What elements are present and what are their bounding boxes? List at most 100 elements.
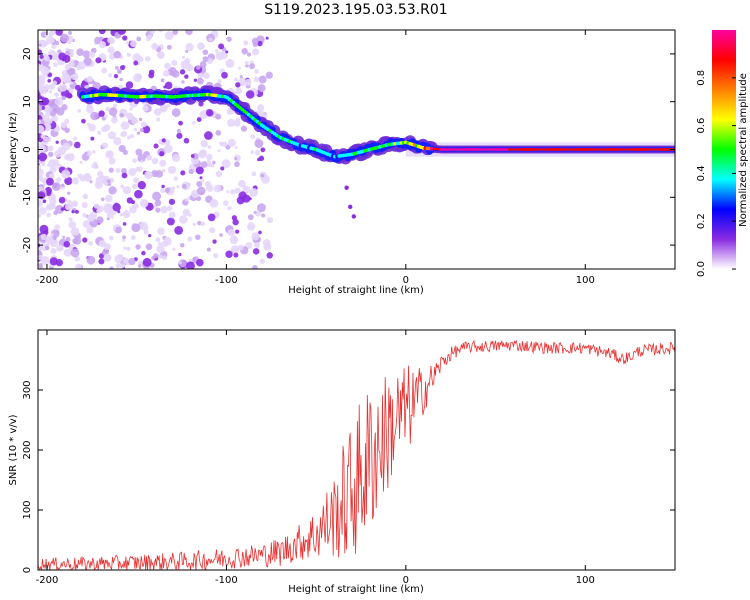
ridge-core bbox=[484, 148, 487, 151]
noise-speckle bbox=[82, 193, 89, 200]
noise-speckle bbox=[120, 132, 125, 137]
snr-x-axis-label: Height of straight line (km) bbox=[288, 584, 424, 595]
noise-speckle bbox=[82, 50, 91, 59]
noise-speckle bbox=[126, 197, 133, 204]
noise-speckle bbox=[101, 142, 109, 149]
noise-speckle bbox=[171, 59, 178, 66]
noise-speckle bbox=[266, 216, 274, 224]
snr-series-line bbox=[38, 339, 675, 570]
ridge-core bbox=[636, 148, 640, 151]
noise-speckle bbox=[171, 108, 181, 117]
noise-speckle bbox=[164, 62, 172, 70]
noise-speckle bbox=[255, 210, 262, 217]
noise-speckle bbox=[105, 194, 113, 203]
noise-speckle bbox=[220, 166, 225, 171]
noise-speckle bbox=[77, 61, 86, 70]
noise-speckle bbox=[195, 166, 204, 175]
ridge-core bbox=[451, 148, 455, 151]
noise-speckle bbox=[136, 36, 142, 42]
noise-speckle bbox=[199, 61, 207, 68]
noise-speckle bbox=[38, 43, 42, 47]
noise-speckle bbox=[108, 131, 117, 140]
noise-speckle bbox=[244, 61, 249, 65]
y-tick-label: 200 bbox=[22, 440, 33, 459]
noise-speckle bbox=[261, 213, 266, 218]
x-tick-label: -200 bbox=[36, 575, 59, 586]
noise-speckle bbox=[75, 263, 82, 269]
ridge-core bbox=[486, 148, 490, 151]
x-tick-label: -100 bbox=[215, 275, 238, 286]
noise-speckle bbox=[251, 232, 260, 241]
noise-speckle bbox=[196, 77, 204, 85]
noise-speckle bbox=[260, 173, 265, 178]
ridge-core bbox=[568, 148, 571, 151]
colorbar: 0.0 0.2 0.4 0.6 0.8 Normalized spectral ampl… bbox=[696, 30, 749, 277]
noise-speckle bbox=[133, 60, 139, 66]
noise-speckle bbox=[207, 145, 212, 149]
noise-speckle bbox=[197, 42, 205, 51]
noise-speckle bbox=[227, 206, 232, 211]
noise-speckle bbox=[162, 70, 170, 77]
ridge-core bbox=[436, 147, 440, 151]
ridge-core bbox=[462, 148, 466, 151]
noise-speckle bbox=[217, 149, 221, 153]
noise-speckle bbox=[266, 252, 273, 259]
ridge-core bbox=[656, 148, 660, 151]
noise-speckle bbox=[230, 245, 240, 254]
noise-speckle bbox=[108, 186, 117, 195]
noise-speckle bbox=[133, 73, 142, 82]
noise-speckle bbox=[135, 148, 143, 156]
noise-speckle bbox=[176, 128, 182, 134]
ridge-core bbox=[458, 148, 462, 151]
ridge-core bbox=[578, 148, 582, 151]
noise-speckle bbox=[174, 225, 184, 235]
ridge-core bbox=[540, 148, 543, 151]
noise-speckle bbox=[181, 80, 185, 84]
noise-speckle bbox=[69, 245, 74, 250]
ridge-core bbox=[529, 148, 533, 151]
noise-speckle bbox=[130, 40, 137, 48]
noise-speckle bbox=[160, 188, 165, 194]
ridge-core bbox=[632, 148, 636, 151]
colorbar-tick-label: 0.8 bbox=[696, 70, 707, 86]
noise-speckle bbox=[65, 236, 71, 242]
ridge-core bbox=[499, 148, 502, 151]
noise-speckle bbox=[62, 142, 71, 151]
noise-speckle bbox=[86, 103, 93, 110]
x-tick-label: 100 bbox=[576, 275, 595, 286]
ridge-core bbox=[492, 148, 496, 151]
noise-speckle bbox=[68, 61, 75, 68]
noise-speckle bbox=[44, 245, 50, 251]
noise-speckle bbox=[59, 83, 68, 92]
noise-speckle bbox=[179, 69, 186, 75]
noise-speckle bbox=[119, 77, 123, 82]
spectrogram-y-ticks: -20 -10 0 10 20 bbox=[22, 48, 675, 253]
ridge-core bbox=[626, 148, 630, 151]
noise-speckle bbox=[222, 200, 229, 206]
noise-speckle bbox=[51, 182, 61, 191]
noise-speckle bbox=[195, 258, 204, 267]
noise-speckle bbox=[252, 48, 259, 56]
noise-speckle bbox=[142, 105, 149, 112]
noise-speckle bbox=[250, 134, 256, 139]
noise-speckle bbox=[81, 80, 86, 84]
snr-plot-area bbox=[38, 339, 675, 570]
noise-speckle bbox=[179, 242, 185, 248]
noise-speckle bbox=[185, 30, 193, 36]
noise-speckle bbox=[38, 175, 44, 181]
ridge-core bbox=[664, 148, 668, 151]
noise-speckle bbox=[43, 115, 50, 123]
ridge-core bbox=[621, 148, 625, 151]
noise-speckle bbox=[75, 209, 79, 214]
noise-speckle bbox=[108, 167, 114, 173]
noise-speckle bbox=[196, 117, 202, 122]
noise-speckle bbox=[85, 150, 92, 157]
noise-speckle bbox=[155, 237, 161, 243]
noise-speckle bbox=[206, 159, 212, 165]
noise-speckle bbox=[70, 153, 74, 157]
snr-panel: -200 -100 0 100 0 100 200 300 Height of straig… bbox=[8, 329, 676, 595]
noise-speckle bbox=[38, 104, 43, 113]
noise-speckle bbox=[139, 128, 144, 133]
noise-speckle bbox=[90, 111, 99, 121]
noise-speckle bbox=[249, 188, 258, 197]
